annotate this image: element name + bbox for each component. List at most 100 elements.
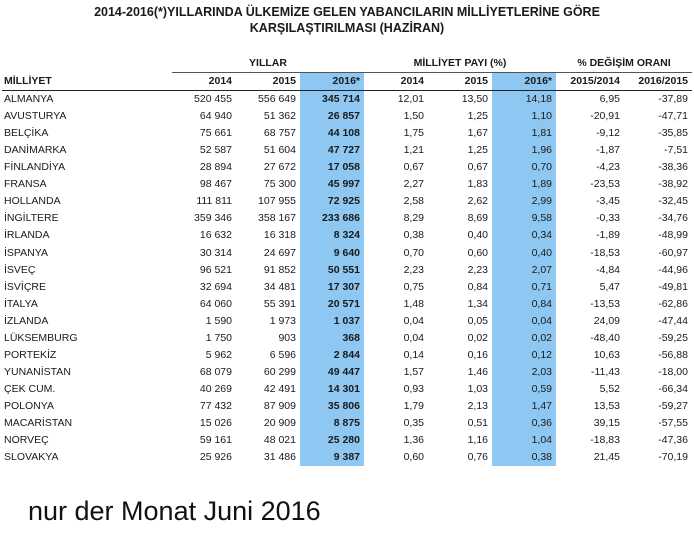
cell-share-2016: 0,34: [492, 227, 556, 245]
cell-visitors-2014: 28 894: [199, 161, 232, 174]
table-row: AVUSTURYA 64 940 51 362 26 857 1,50 1,25 1,10 -…: [2, 108, 692, 126]
cell-visitors-2015: 1 973: [269, 314, 296, 327]
cell-share-2014: 1,57: [403, 365, 424, 378]
cell-share-2014: 0,04: [403, 331, 424, 344]
cell-share-2016: 0,71: [492, 278, 556, 296]
col-header-2014: 2014: [172, 72, 236, 92]
cell-visitors-2015: 51 362: [263, 110, 296, 123]
cell-change-2016-2015: -18,00: [658, 365, 688, 378]
cell-nationality: FRANSA: [4, 178, 47, 191]
cell-share-2016: 0,70: [492, 159, 556, 177]
table-row: İSPANYA 30 314 24 697 9 640 0,70 0,60 0,40 -18,…: [2, 244, 692, 262]
cell-share-2015: 1,03: [467, 382, 488, 395]
cell-nationality: İSVİÇRE: [4, 280, 47, 293]
report-title: 2014-2016(*)YILLARINDA ÜLKEMİZE GELEN YA…: [0, 4, 694, 36]
cell-change-2016-2015: -62,86: [658, 297, 688, 310]
table-row: DANİMARKA 52 587 51 604 47 727 1,21 1,25 1,96 -…: [2, 142, 692, 160]
cell-visitors-2015: 60 299: [263, 365, 296, 378]
cell-visitors-2016: 20 571: [300, 295, 364, 313]
cell-share-2014: 1,36: [403, 434, 424, 447]
cell-change-2016-2015: -70,19: [658, 451, 688, 464]
cell-nationality: İSVEÇ: [4, 263, 36, 276]
cell-change-2016-2015: -57,55: [658, 417, 688, 429]
cell-share-2016: 1,96: [492, 142, 556, 160]
table-row: ALMANYA 520 455 556 649 345 714 12,01 13,50 14…: [2, 90, 692, 109]
cell-nationality: PORTEKİZ: [4, 348, 57, 361]
cell-nationality: NORVEÇ: [4, 434, 49, 447]
cell-change-2016-2015: -35,85: [658, 127, 688, 140]
cell-visitors-2014: 1 750: [205, 331, 232, 344]
cell-nationality: DANİMARKA: [4, 144, 67, 157]
footnote-caption: nur der Monat Juni 2016: [28, 496, 321, 526]
cell-share-2016: 2,07: [492, 261, 556, 279]
cell-visitors-2015: 107 955: [258, 195, 296, 208]
cell-share-2015: 0,51: [467, 417, 488, 429]
cell-change-2015-2014: 13,53: [593, 399, 620, 412]
column-header-row: MİLLİYET 2014 2015 2016* 2014 2015 2016*…: [2, 72, 692, 92]
cell-nationality: AVUSTURYA: [4, 110, 67, 123]
col-header-2016: 2016*: [300, 72, 364, 92]
cell-visitors-2014: 52 587: [199, 144, 232, 157]
col-header-2015: 2015: [236, 72, 300, 92]
cell-share-2014: 0,14: [403, 348, 424, 361]
cell-share-2015: 0,67: [467, 161, 488, 174]
cell-visitors-2016: 8 324: [300, 227, 364, 245]
cell-share-2014: 0,70: [403, 246, 424, 259]
cell-share-2014: 0,67: [403, 161, 424, 174]
table-row: POLONYA 77 432 87 909 35 806 1,79 2,13 1,47 13,…: [2, 397, 692, 415]
cell-change-2015-2014: 10,63: [593, 348, 620, 361]
cell-visitors-2016: 26 857: [300, 108, 364, 126]
cell-share-2015: 1,25: [467, 110, 488, 123]
cell-visitors-2016: 17 307: [300, 278, 364, 296]
cell-change-2016-2015: -59,27: [658, 399, 688, 412]
col-header-share-2016: 2016*: [492, 72, 556, 92]
cell-visitors-2016: 72 925: [300, 193, 364, 211]
cell-visitors-2016: 49 447: [300, 363, 364, 381]
cell-share-2016: 2,03: [492, 363, 556, 381]
table-row: İTALYA 64 060 55 391 20 571 1,48 1,34 0,84 -13,…: [2, 295, 692, 313]
cell-visitors-2014: 75 661: [199, 127, 232, 140]
group-header-years: YILLAR: [172, 55, 364, 74]
cell-visitors-2015: 24 697: [263, 246, 296, 259]
cell-change-2016-2015: -44,96: [658, 263, 688, 276]
cell-visitors-2016: 35 806: [300, 397, 364, 415]
table-row: İRLANDA 16 632 16 318 8 324 0,38 0,40 0,34 -1,8…: [2, 227, 692, 245]
cell-share-2016: 0,04: [492, 312, 556, 330]
cell-nationality: İNGİLTERE: [4, 212, 59, 225]
cell-share-2015: 1,25: [467, 144, 488, 157]
cell-change-2015-2014: -0,33: [596, 212, 620, 225]
cell-share-2016: 0,36: [492, 414, 556, 433]
table-row: SLOVAKYA 25 926 31 486 9 387 0,60 0,76 0,38 21,…: [2, 449, 692, 467]
cell-share-2014: 1,48: [403, 297, 424, 310]
cell-visitors-2014: 1 590: [205, 314, 232, 327]
cell-change-2016-2015: -49,81: [658, 280, 688, 293]
cell-share-2015: 8,69: [467, 212, 488, 225]
cell-change-2016-2015: -38,92: [658, 178, 688, 191]
cell-nationality: İZLANDA: [4, 314, 49, 327]
cell-visitors-2015: 75 300: [263, 178, 296, 191]
col-header-share-2015: 2015: [428, 72, 492, 92]
cell-share-2014: 0,38: [403, 229, 424, 242]
cell-change-2015-2014: -48,40: [590, 331, 620, 344]
cell-share-2015: 1,46: [467, 365, 488, 378]
cell-share-2015: 0,05: [467, 314, 488, 327]
cell-share-2015: 13,50: [461, 93, 488, 106]
cell-change-2016-2015: -38,36: [658, 161, 688, 174]
cell-share-2016: 1,81: [492, 125, 556, 143]
cell-share-2016: 0,02: [492, 329, 556, 347]
cell-change-2015-2014: -18,83: [590, 434, 620, 447]
cell-visitors-2016: 45 997: [300, 176, 364, 194]
group-header-row: YILLAR MİLLİYET PAYI (%) % DEĞİŞİM ORANI: [2, 55, 692, 74]
cell-visitors-2014: 16 632: [199, 229, 232, 242]
cell-visitors-2016: 1 037: [300, 312, 364, 330]
cell-nationality: SLOVAKYA: [4, 451, 59, 464]
cell-share-2015: 0,40: [467, 229, 488, 242]
cell-share-2015: 1,67: [467, 127, 488, 140]
cell-visitors-2015: 87 909: [263, 399, 296, 412]
cell-nationality: FİNLANDİYA: [4, 161, 66, 174]
cell-nationality: İRLANDA: [4, 229, 50, 242]
title-line-1: 2014-2016(*)YILLARINDA ÜLKEMİZE GELEN YA…: [94, 5, 600, 19]
cell-share-2014: 2,27: [403, 178, 424, 191]
cell-share-2015: 0,84: [467, 280, 488, 293]
cell-visitors-2015: 556 649: [258, 93, 296, 106]
